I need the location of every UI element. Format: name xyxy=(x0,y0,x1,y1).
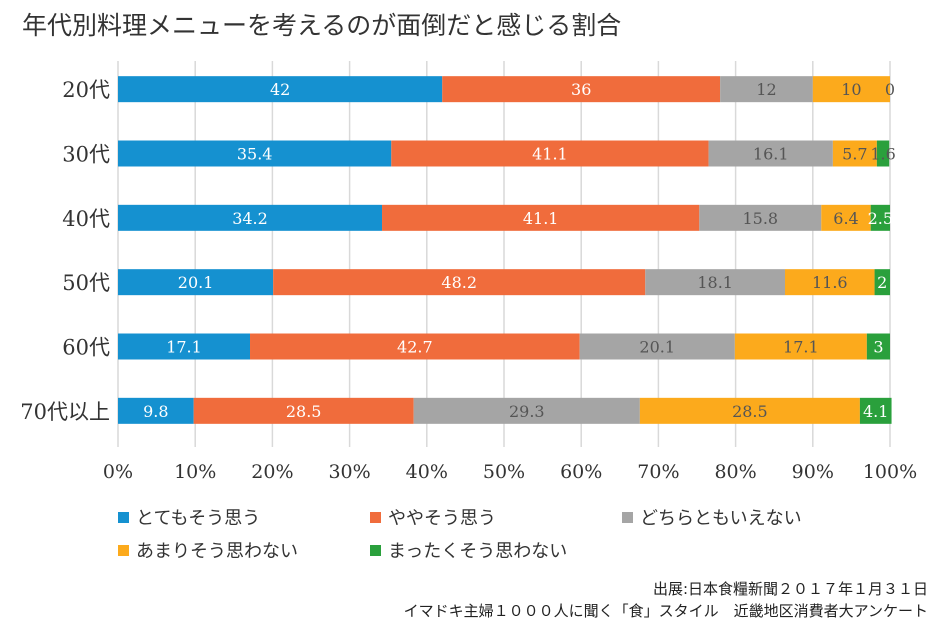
bar-segment xyxy=(812,76,890,103)
data-label: 42 xyxy=(270,80,290,99)
legend-swatch xyxy=(370,512,381,523)
bar-segment xyxy=(118,204,383,231)
y-category-label: 20代 xyxy=(62,78,110,102)
source-line-1: 出展:日本食糧新聞２０１７年１月３１日 xyxy=(652,580,928,598)
data-label: 29.3 xyxy=(509,402,545,421)
legend-label: とてもそう思う xyxy=(136,508,260,529)
x-tick-label: 30% xyxy=(328,461,370,483)
bar-segment xyxy=(699,204,822,231)
x-tick-label: 10% xyxy=(174,461,216,483)
data-label: 48.2 xyxy=(441,273,477,292)
data-label: 34.2 xyxy=(232,209,268,228)
bar-segment xyxy=(579,333,735,360)
x-tick-label: 60% xyxy=(560,461,602,483)
x-tick-label: 80% xyxy=(714,461,756,483)
bar-segment xyxy=(273,269,646,296)
data-label: 4.1 xyxy=(863,402,888,421)
y-category-label: 30代 xyxy=(62,143,110,167)
data-label: 42.7 xyxy=(397,338,433,357)
bar-segment xyxy=(870,204,890,231)
bar-segment xyxy=(874,269,890,296)
bar-segment xyxy=(118,333,251,360)
data-label: 17.1 xyxy=(166,338,202,357)
legend-swatch xyxy=(118,512,129,523)
bar-segment xyxy=(785,269,875,296)
y-category-label: 60代 xyxy=(62,336,110,360)
x-tick-label: 100% xyxy=(863,461,917,483)
data-label: 17.1 xyxy=(783,338,819,357)
bar-segment xyxy=(118,76,443,103)
bar-segment xyxy=(391,140,709,167)
source-line-2: イマドキ主婦１０００人に聞く「食」スタイル 近畿地区消費者大アンケート xyxy=(403,602,928,620)
data-label: 6.4 xyxy=(833,209,858,228)
bar-segment xyxy=(118,140,392,167)
bar-segment xyxy=(708,140,833,167)
x-tick-label: 0% xyxy=(103,461,133,483)
data-label: 15.8 xyxy=(742,209,778,228)
bar-segment xyxy=(734,333,867,360)
x-tick-label: 50% xyxy=(483,461,525,483)
data-label: 28.5 xyxy=(286,402,322,421)
data-label: 18.1 xyxy=(697,273,733,292)
legend-swatch xyxy=(370,545,381,556)
bar-segment xyxy=(118,269,274,296)
data-label: 41.1 xyxy=(523,209,559,228)
chart-title: 年代別料理メニューを考えるのが面倒だと感じる割合 xyxy=(22,11,622,40)
y-category-label: 40代 xyxy=(62,207,110,231)
data-label: 9.8 xyxy=(143,402,168,421)
data-label: 2 xyxy=(877,273,887,292)
data-label: 36 xyxy=(571,80,591,99)
data-label: 12 xyxy=(756,80,776,99)
bar-segment xyxy=(639,397,860,424)
x-tick-label: 40% xyxy=(406,461,448,483)
x-tick-label: 90% xyxy=(792,461,834,483)
legend-label: ややそう思う xyxy=(388,508,496,529)
data-label: 10 xyxy=(841,80,861,99)
data-label: 20.1 xyxy=(639,338,675,357)
data-label: 0 xyxy=(885,80,895,99)
bar-segment xyxy=(720,76,813,103)
data-label: 28.5 xyxy=(732,402,768,421)
y-category-label: 70代以上 xyxy=(20,400,110,424)
data-label: 41.1 xyxy=(532,145,568,164)
bar-segment xyxy=(832,140,877,167)
bar-segment xyxy=(382,204,700,231)
bar-segment xyxy=(413,397,640,424)
data-label: 3 xyxy=(873,338,883,357)
data-label: 5.7 xyxy=(842,145,867,164)
legend-label: どちらともいえない xyxy=(640,508,802,529)
bar-segment xyxy=(250,333,580,360)
data-label: 16.1 xyxy=(753,145,789,164)
bar-segment xyxy=(645,269,786,296)
data-label: 2.5 xyxy=(868,209,893,228)
bar-segment xyxy=(821,204,871,231)
x-tick-label: 70% xyxy=(637,461,679,483)
bar-segment xyxy=(193,397,414,424)
bar-segment xyxy=(859,397,892,424)
legend-swatch xyxy=(118,545,129,556)
y-category-label: 50代 xyxy=(62,271,110,295)
data-label: 1.6 xyxy=(870,145,895,164)
legend-label: まったくそう思わない xyxy=(388,541,567,562)
bar-segment xyxy=(876,140,890,167)
legend-swatch xyxy=(622,512,633,523)
data-label: 35.4 xyxy=(237,145,273,164)
data-label: 20.1 xyxy=(178,273,214,292)
legend-label: あまりそう思わない xyxy=(136,541,298,562)
bar-segment xyxy=(118,397,194,424)
x-tick-label: 20% xyxy=(251,461,293,483)
data-label: 11.6 xyxy=(812,273,848,292)
bar-segment xyxy=(866,333,890,360)
bar-segment xyxy=(442,76,721,103)
